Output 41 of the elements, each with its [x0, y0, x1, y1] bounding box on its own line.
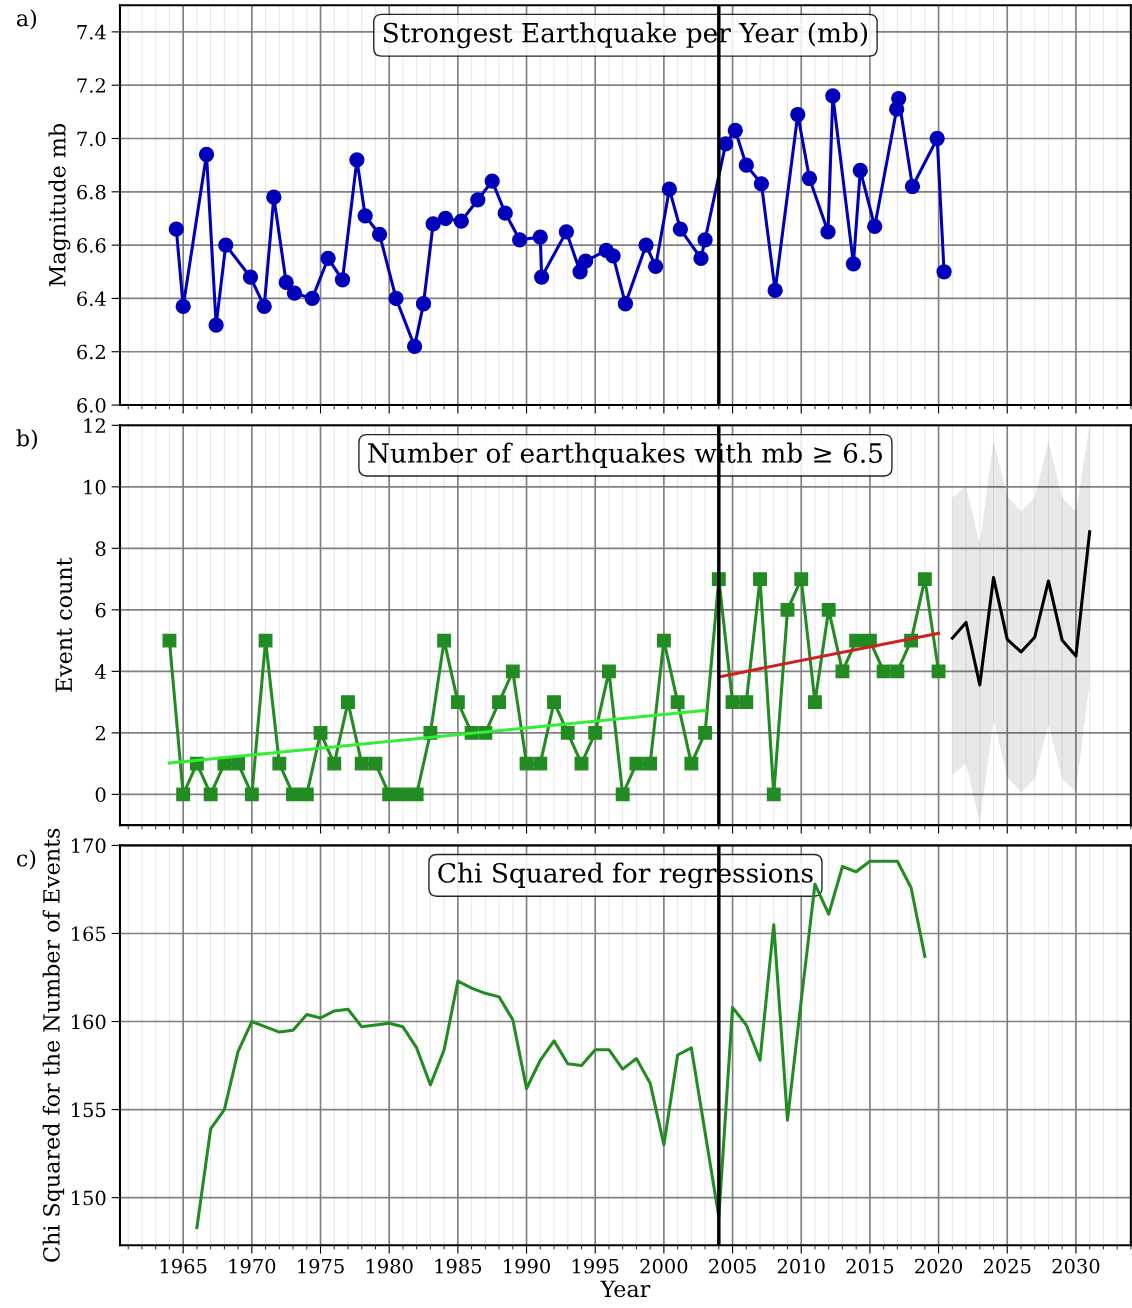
y-axis-title: Event count	[55, 557, 73, 692]
x-tick-label: 1975	[298, 1258, 344, 1274]
x-axis-title: Year	[600, 1280, 651, 1298]
y-tick-label: 4	[95, 664, 106, 679]
x-tick-label: 2020	[915, 1258, 963, 1274]
x-tick-label: 1965	[160, 1258, 207, 1274]
x-tick-label: 1990	[504, 1258, 550, 1274]
y-tick-label: 6.8	[77, 184, 106, 200]
y-axis-title: Chi Squared for the Number of Events	[42, 828, 65, 1262]
x-tick-label: 2030	[1052, 1258, 1100, 1274]
y-tick-label: 7.0	[77, 131, 106, 147]
y-tick-label: 7.2	[77, 78, 105, 93]
text: c)	[16, 849, 36, 870]
x-tick-label: 2010	[777, 1258, 825, 1274]
y-tick-label: 6.4	[77, 291, 106, 307]
y-tick-label: 150	[72, 1190, 106, 1206]
x-tick-label: 2015	[846, 1258, 894, 1274]
y-axis-title: Magnitude mb	[48, 123, 71, 287]
y-tick-label: 155	[72, 1102, 106, 1118]
y-tick-label: 6	[95, 602, 106, 618]
x-tick-label: 1980	[366, 1258, 413, 1274]
y-tick-label: 2	[95, 725, 105, 741]
x-tick-label: 1985	[435, 1258, 482, 1274]
x-tick-label: 1995	[572, 1258, 619, 1274]
x-tick-label: 2005	[709, 1258, 756, 1274]
y-tick-label: 170	[72, 838, 106, 854]
y-tick-label: 8	[95, 541, 106, 556]
y-tick-label: 165	[72, 926, 106, 942]
text: a)	[16, 9, 37, 30]
y-tick-label: 7.4	[77, 24, 106, 40]
y-tick-label: 12	[84, 418, 105, 433]
x-tick-label: 1970	[229, 1258, 276, 1274]
y-tick-label: 6.6	[77, 238, 106, 253]
y-tick-label: 6.0	[77, 398, 106, 413]
y-tick-label: 6.2	[77, 344, 105, 360]
x-tick-label: 2025	[983, 1258, 1031, 1274]
y-tick-label: 10	[84, 479, 106, 495]
x-tick-label: 2000	[640, 1258, 688, 1274]
y-tick-label: 0	[95, 787, 106, 803]
y-tick-label: 160	[72, 1014, 106, 1030]
text: b)	[16, 429, 38, 450]
